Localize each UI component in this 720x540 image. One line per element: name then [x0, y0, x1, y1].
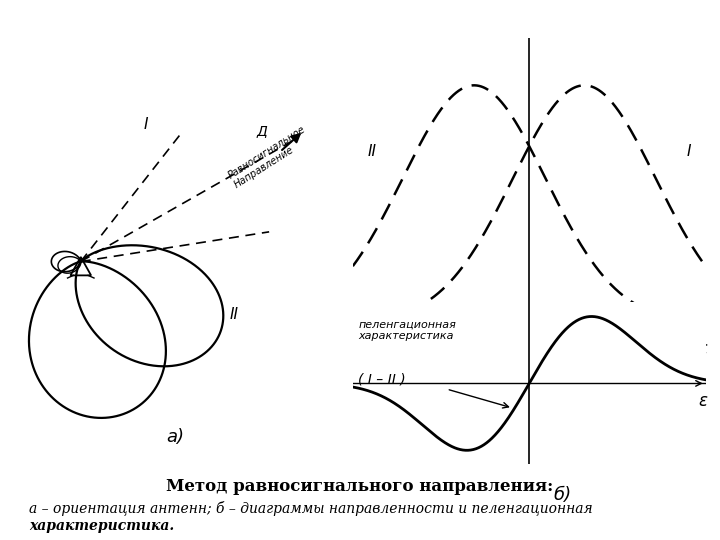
- Text: II: II: [368, 144, 377, 159]
- Text: $\varepsilon_0$: $\varepsilon_0$: [535, 340, 551, 355]
- Text: $\varepsilon$: $\varepsilon$: [698, 392, 708, 410]
- Text: а): а): [166, 428, 184, 446]
- Text: Равносигнальное
Направление: Равносигнальное Направление: [226, 124, 313, 190]
- Text: I: I: [143, 117, 148, 132]
- Text: Д: Д: [257, 124, 268, 138]
- Text: $\varepsilon$: $\varepsilon$: [698, 340, 708, 357]
- Text: характеристика.: характеристика.: [29, 519, 174, 534]
- Text: Метод равносигнального направления:: Метод равносигнального направления:: [166, 478, 554, 495]
- Text: I: I: [687, 144, 691, 159]
- Text: пеленгационная
характеристика: пеленгационная характеристика: [359, 320, 456, 341]
- Text: а – ориентация антенн; б – диаграммы направленности и пеленгационная: а – ориентация антенн; б – диаграммы нап…: [29, 501, 593, 516]
- Text: б): б): [553, 485, 572, 503]
- Text: II: II: [229, 307, 238, 322]
- Text: ( I – II ): ( I – II ): [359, 373, 406, 387]
